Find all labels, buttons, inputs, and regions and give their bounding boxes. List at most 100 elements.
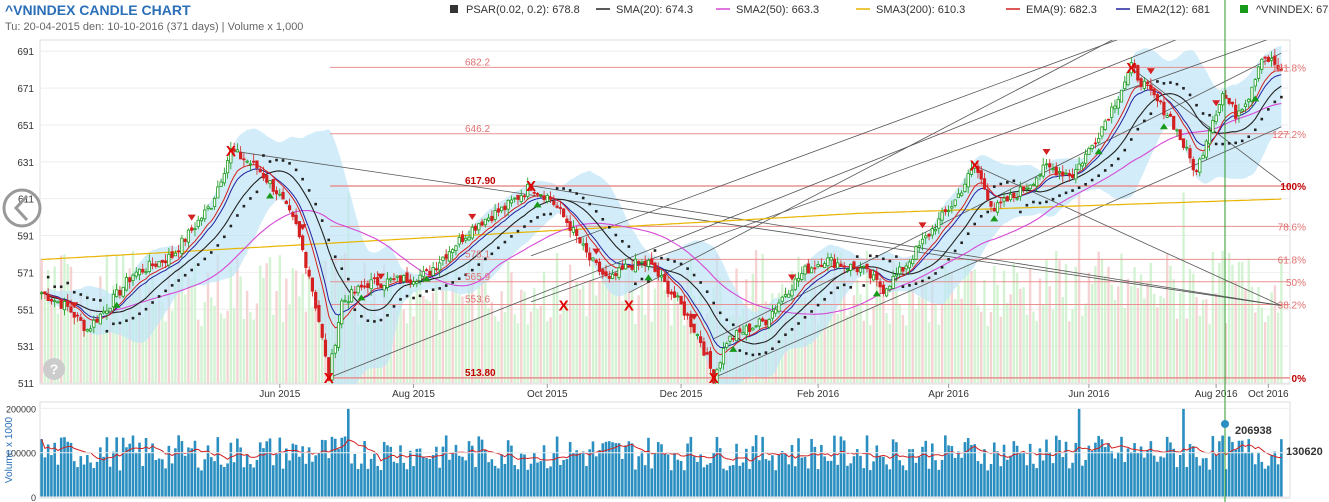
psar-dot bbox=[490, 252, 494, 256]
candle-body bbox=[728, 335, 732, 342]
volume-bar bbox=[151, 443, 154, 497]
pivot-x-mark: X bbox=[1126, 60, 1136, 77]
psar-dot bbox=[46, 275, 50, 279]
bg-volume-bar bbox=[1068, 321, 1071, 383]
volume-bar bbox=[187, 447, 190, 497]
volume-bar bbox=[95, 461, 99, 497]
candle-body bbox=[287, 205, 292, 211]
candle-body bbox=[519, 195, 523, 202]
bg-volume-bar bbox=[467, 262, 471, 383]
psar-dot bbox=[1280, 95, 1283, 99]
volume-bar bbox=[121, 437, 125, 497]
candle-body bbox=[473, 225, 478, 231]
volume-bar bbox=[738, 465, 742, 497]
candle-body bbox=[558, 207, 562, 209]
volume-tick-label: 100000 bbox=[6, 449, 36, 459]
psar-dot bbox=[510, 235, 513, 238]
volume-bar bbox=[683, 470, 686, 497]
bg-volume-bar bbox=[500, 291, 503, 383]
psar-dot bbox=[627, 245, 631, 248]
candle-body bbox=[963, 183, 967, 192]
psar-dot bbox=[236, 214, 239, 217]
bg-volume-bar bbox=[141, 316, 144, 383]
candle-body bbox=[438, 262, 442, 271]
candle-body bbox=[875, 271, 879, 280]
volume-bar bbox=[676, 459, 680, 497]
psar-dot bbox=[1162, 82, 1166, 85]
candle-body bbox=[842, 265, 846, 268]
candle-body bbox=[777, 302, 781, 312]
candle-body bbox=[858, 267, 863, 273]
volume-bar bbox=[451, 452, 455, 497]
bg-volume-bar bbox=[970, 271, 973, 383]
bg-volume-bar bbox=[291, 268, 295, 383]
bg-volume-bar bbox=[1192, 273, 1195, 383]
candle-body bbox=[301, 235, 305, 251]
candle-body bbox=[669, 291, 673, 295]
bg-volume-bar bbox=[268, 257, 272, 383]
volume-bar bbox=[1227, 436, 1231, 497]
psar-dot bbox=[223, 235, 226, 239]
candle-body bbox=[708, 351, 713, 369]
volume-bar bbox=[487, 462, 490, 497]
bg-volume-bar bbox=[1254, 312, 1257, 383]
psar-dot bbox=[1032, 200, 1035, 204]
volume-bar bbox=[944, 435, 947, 497]
candle-body bbox=[102, 310, 106, 314]
volume-bar bbox=[934, 460, 937, 497]
bg-volume-bar bbox=[480, 259, 484, 383]
bg-volume-bar bbox=[872, 306, 875, 383]
candle-body bbox=[1240, 108, 1244, 112]
bg-volume-bar bbox=[604, 264, 608, 383]
volume-bar bbox=[265, 441, 269, 497]
bg-volume-bar bbox=[1038, 278, 1042, 383]
trend-line bbox=[530, 40, 1118, 257]
price-tick-label: 631 bbox=[17, 158, 34, 169]
psar-dot bbox=[601, 217, 605, 221]
candle-body bbox=[1276, 64, 1280, 70]
candle-body bbox=[819, 264, 823, 267]
candle-body bbox=[529, 184, 533, 191]
bg-volume-bar bbox=[458, 294, 461, 383]
volume-bar bbox=[307, 447, 311, 497]
candle-body bbox=[624, 263, 628, 270]
volume-bar bbox=[686, 443, 689, 497]
bg-volume-bar bbox=[1002, 270, 1006, 383]
candle-body bbox=[356, 285, 360, 294]
volume-bar bbox=[343, 436, 347, 497]
bg-volume-bar bbox=[993, 265, 996, 383]
bg-volume-bar bbox=[506, 260, 510, 383]
candle-body bbox=[134, 271, 138, 277]
volume-bar bbox=[285, 448, 288, 497]
volume-bar bbox=[774, 470, 777, 497]
volume-bar bbox=[647, 437, 650, 497]
candle-body bbox=[881, 284, 885, 294]
candle-body bbox=[177, 250, 181, 253]
bg-volume-bar bbox=[653, 288, 657, 383]
bg-volume-bar bbox=[546, 321, 549, 383]
bg-volume-bar bbox=[513, 314, 516, 383]
bg-volume-bar bbox=[441, 274, 445, 383]
candle-body bbox=[447, 251, 452, 262]
candle-body bbox=[868, 269, 872, 279]
candle-body bbox=[816, 264, 820, 268]
previous-period-button[interactable] bbox=[2, 188, 42, 228]
volume-bar bbox=[529, 463, 533, 497]
bg-volume-bar bbox=[190, 278, 193, 383]
candle-body bbox=[1129, 62, 1133, 74]
candle-body bbox=[914, 246, 918, 260]
bg-volume-bar bbox=[448, 302, 451, 383]
psar-dot bbox=[1227, 142, 1231, 145]
bg-volume-bar bbox=[582, 285, 585, 383]
candle-body bbox=[464, 237, 468, 241]
volume-bar bbox=[1139, 446, 1143, 497]
bg-volume-bar bbox=[1015, 272, 1019, 383]
volume-bar bbox=[767, 460, 771, 497]
candle-body bbox=[327, 357, 331, 381]
psar-dot bbox=[679, 262, 683, 266]
bg-volume-bar bbox=[262, 277, 265, 383]
psar-dot bbox=[229, 224, 233, 228]
volume-bar bbox=[722, 468, 725, 497]
help-button[interactable]: ? bbox=[43, 358, 65, 380]
bg-volume-bar bbox=[630, 267, 634, 383]
